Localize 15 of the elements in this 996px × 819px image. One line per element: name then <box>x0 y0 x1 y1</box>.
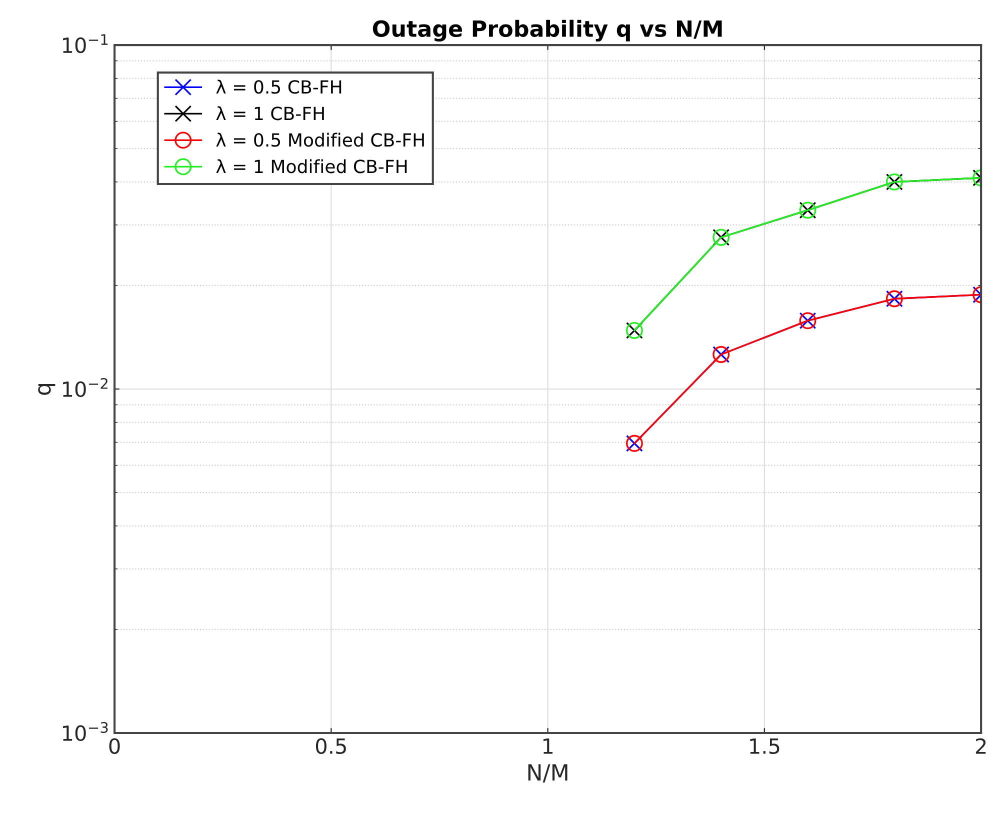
x-tick-label: 1 <box>543 738 553 754</box>
y-axis-title: q <box>38 384 56 395</box>
x-tick-label: 1.5 <box>750 738 780 754</box>
legend-label: λ = 0.5 CB-FH <box>216 80 342 94</box>
chart-title: Outage Probability q vs N/M <box>372 20 722 42</box>
y-tick-label: 10$^{−1}$ <box>63 34 108 54</box>
x-axis-title: N/M <box>528 764 568 783</box>
x-tick-label: 0 <box>109 738 120 754</box>
y-tick-label: 10$^{−2}$ <box>63 378 108 398</box>
y-tick-label: 10$^{−3}$ <box>63 722 108 742</box>
legend-label: λ = 0.5 Modified CB-FH <box>216 132 424 147</box>
legend-label: λ = 1 Modified CB-FH <box>216 159 407 174</box>
x-tick-label: 0.5 <box>316 738 346 754</box>
x-tick-label: 2 <box>976 738 986 754</box>
legend-label: λ = 1 CB-FH <box>216 106 324 120</box>
